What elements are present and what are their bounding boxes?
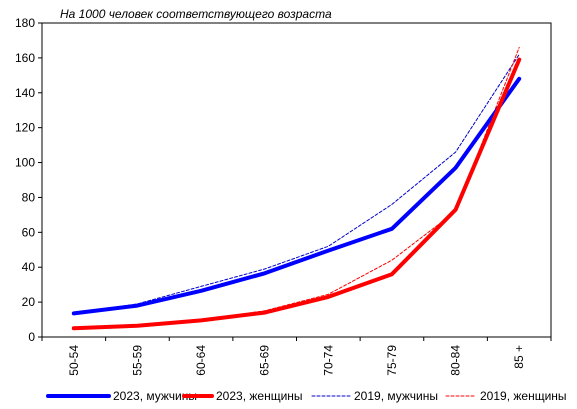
chart-annotation: На 1000 человек соответствующего возраст… — [60, 7, 332, 21]
y-tick-label: 100 — [15, 156, 35, 170]
x-tick-label: 60-64 — [194, 345, 208, 376]
legend-label-2: 2019, мужчины — [354, 389, 438, 403]
legend-label-3: 2019, женщины — [480, 389, 567, 403]
x-tick-label: 70-74 — [321, 345, 335, 376]
y-tick-label: 40 — [22, 260, 36, 274]
y-tick-label: 80 — [22, 190, 36, 204]
y-tick-label: 0 — [28, 330, 35, 344]
x-tick-label: 65-69 — [258, 345, 272, 376]
y-tick-label: 20 — [22, 295, 36, 309]
y-tick-label: 180 — [15, 16, 35, 30]
axes: 0 20 40 60 80 100 120 140 160 180 50-54 55-59 60-64 6… — [15, 16, 552, 376]
x-tick-label: 80-84 — [449, 345, 463, 376]
x-tick-label: 55-59 — [130, 345, 144, 376]
plot-area-border — [41, 22, 552, 338]
x-tick-label: 75-79 — [385, 345, 399, 376]
series-line-0 — [71, 76, 522, 316]
series-line-1 — [71, 57, 522, 331]
x-tick-label: 85 + — [512, 345, 526, 369]
y-tick-label: 60 — [22, 225, 36, 239]
y-tick-label: 160 — [15, 51, 35, 65]
series-lines — [71, 46, 522, 331]
y-tick-label: 120 — [15, 121, 35, 135]
series-line-3 — [73, 46, 520, 329]
legend-label-1: 2023, женщины — [216, 389, 303, 403]
legend: 2023, мужчины 2023, женщины 2019, мужчины 2… — [46, 389, 567, 403]
y-tick-label: 140 — [15, 86, 35, 100]
series-line-2 — [73, 53, 520, 314]
legend-label-0: 2023, мужчины — [113, 389, 197, 403]
x-tick-label: 50-54 — [67, 345, 81, 376]
